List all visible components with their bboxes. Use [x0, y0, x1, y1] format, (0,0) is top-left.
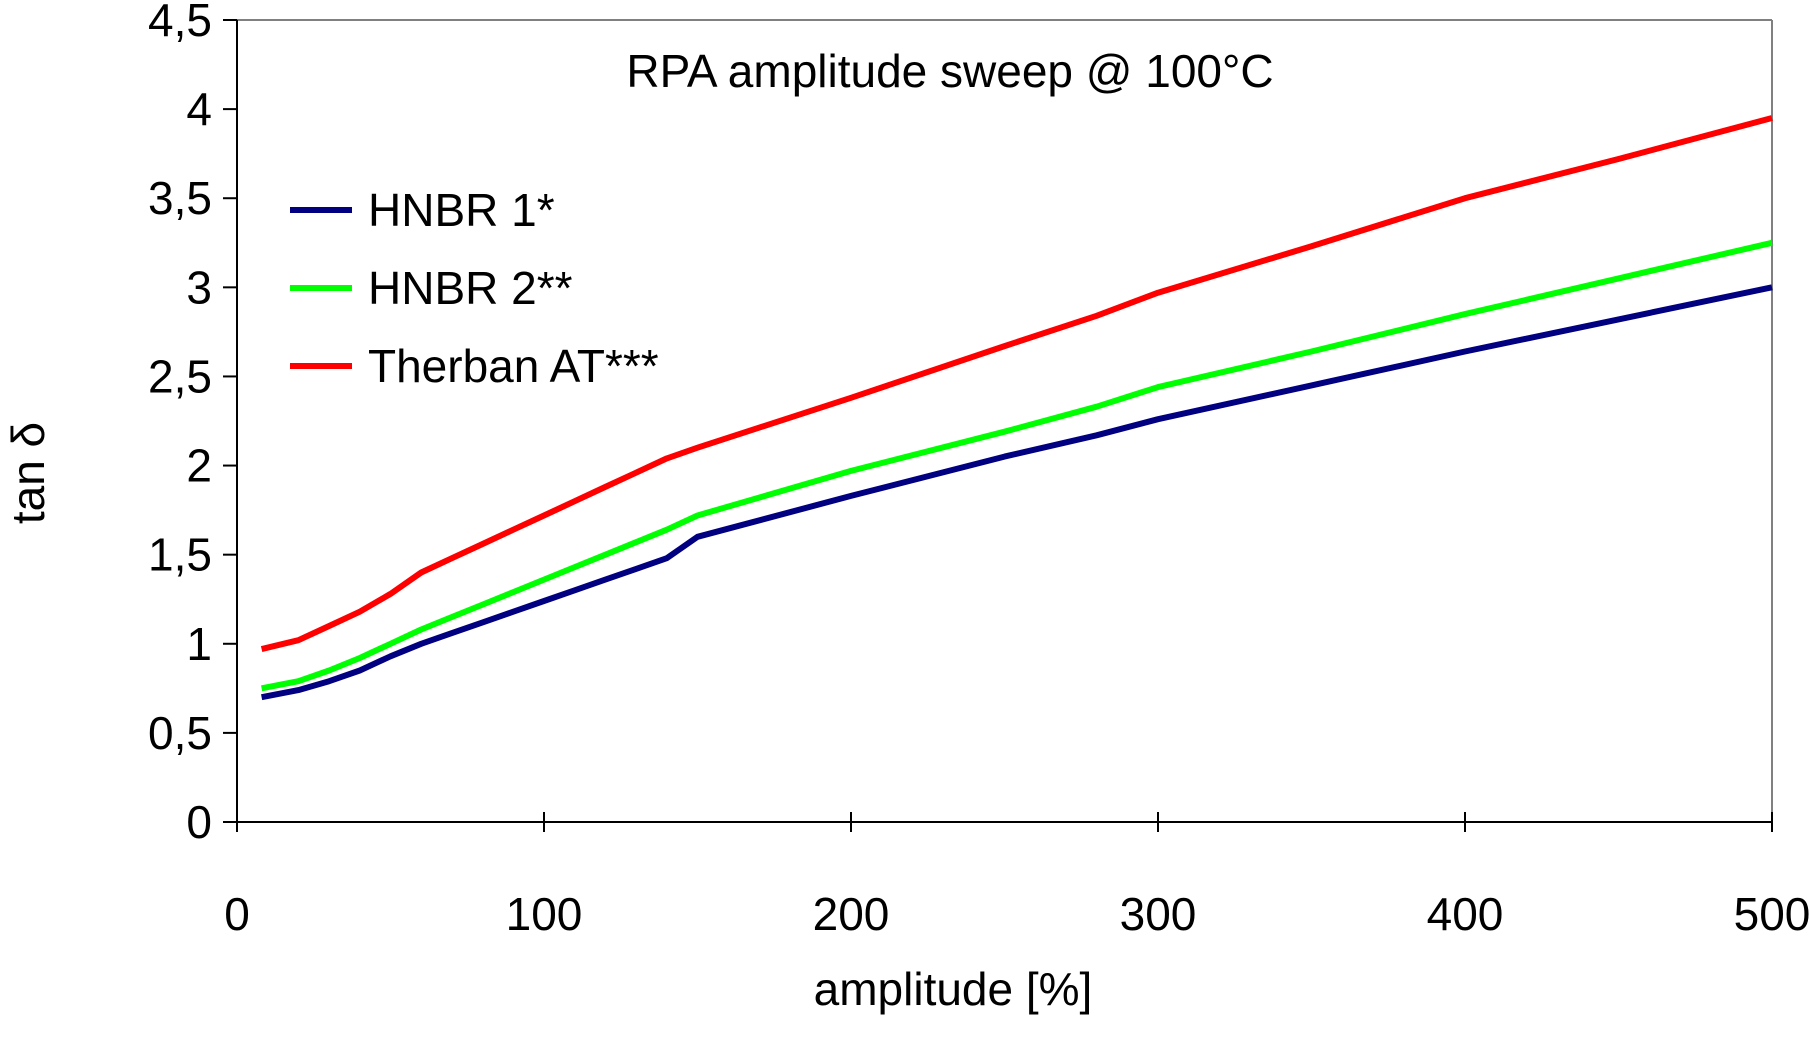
- y-axis-label: tan δ: [2, 422, 54, 524]
- x-tick-label: 0: [224, 888, 250, 940]
- series-line-2: [261, 239, 1773, 692]
- y-tick-label: 3,5: [148, 172, 212, 224]
- y-tick-label: 1,5: [148, 529, 212, 581]
- series-layer: [260, 115, 1773, 701]
- legend: HNBR 1* HNBR 2** Therban AT***: [290, 184, 659, 392]
- x-axis: 0 100 200 300 400 500: [224, 812, 1810, 940]
- x-axis-label: amplitude [%]: [814, 963, 1093, 1015]
- y-tick-label: 3: [186, 261, 212, 313]
- x-tick-label: 500: [1734, 888, 1810, 940]
- y-axis: 0 0,5 1 1,5 2 2,5 3 3,5 4 4,5: [148, 0, 238, 848]
- y-tick-label: 2,5: [148, 350, 212, 402]
- legend-label: HNBR 1*: [368, 184, 555, 236]
- x-tick-label: 400: [1427, 888, 1504, 940]
- plot-frame: [237, 19, 1773, 822]
- y-tick-label: 4: [186, 83, 212, 135]
- y-tick-label: 0,5: [148, 707, 212, 759]
- legend-label: Therban AT***: [368, 340, 659, 392]
- x-tick-label: 200: [813, 888, 890, 940]
- chart-title: RPA amplitude sweep @ 100°C: [626, 45, 1273, 97]
- y-tick-label: 0: [186, 796, 212, 848]
- x-tick-label: 100: [506, 888, 583, 940]
- series-line-1: [261, 284, 1773, 701]
- x-tick-label: 300: [1120, 888, 1197, 940]
- series-line-3: [260, 115, 1773, 653]
- y-tick-label: 2: [186, 440, 212, 492]
- y-tick-label: 4,5: [148, 0, 212, 46]
- legend-label: HNBR 2**: [368, 262, 573, 314]
- y-tick-label: 1: [186, 618, 212, 670]
